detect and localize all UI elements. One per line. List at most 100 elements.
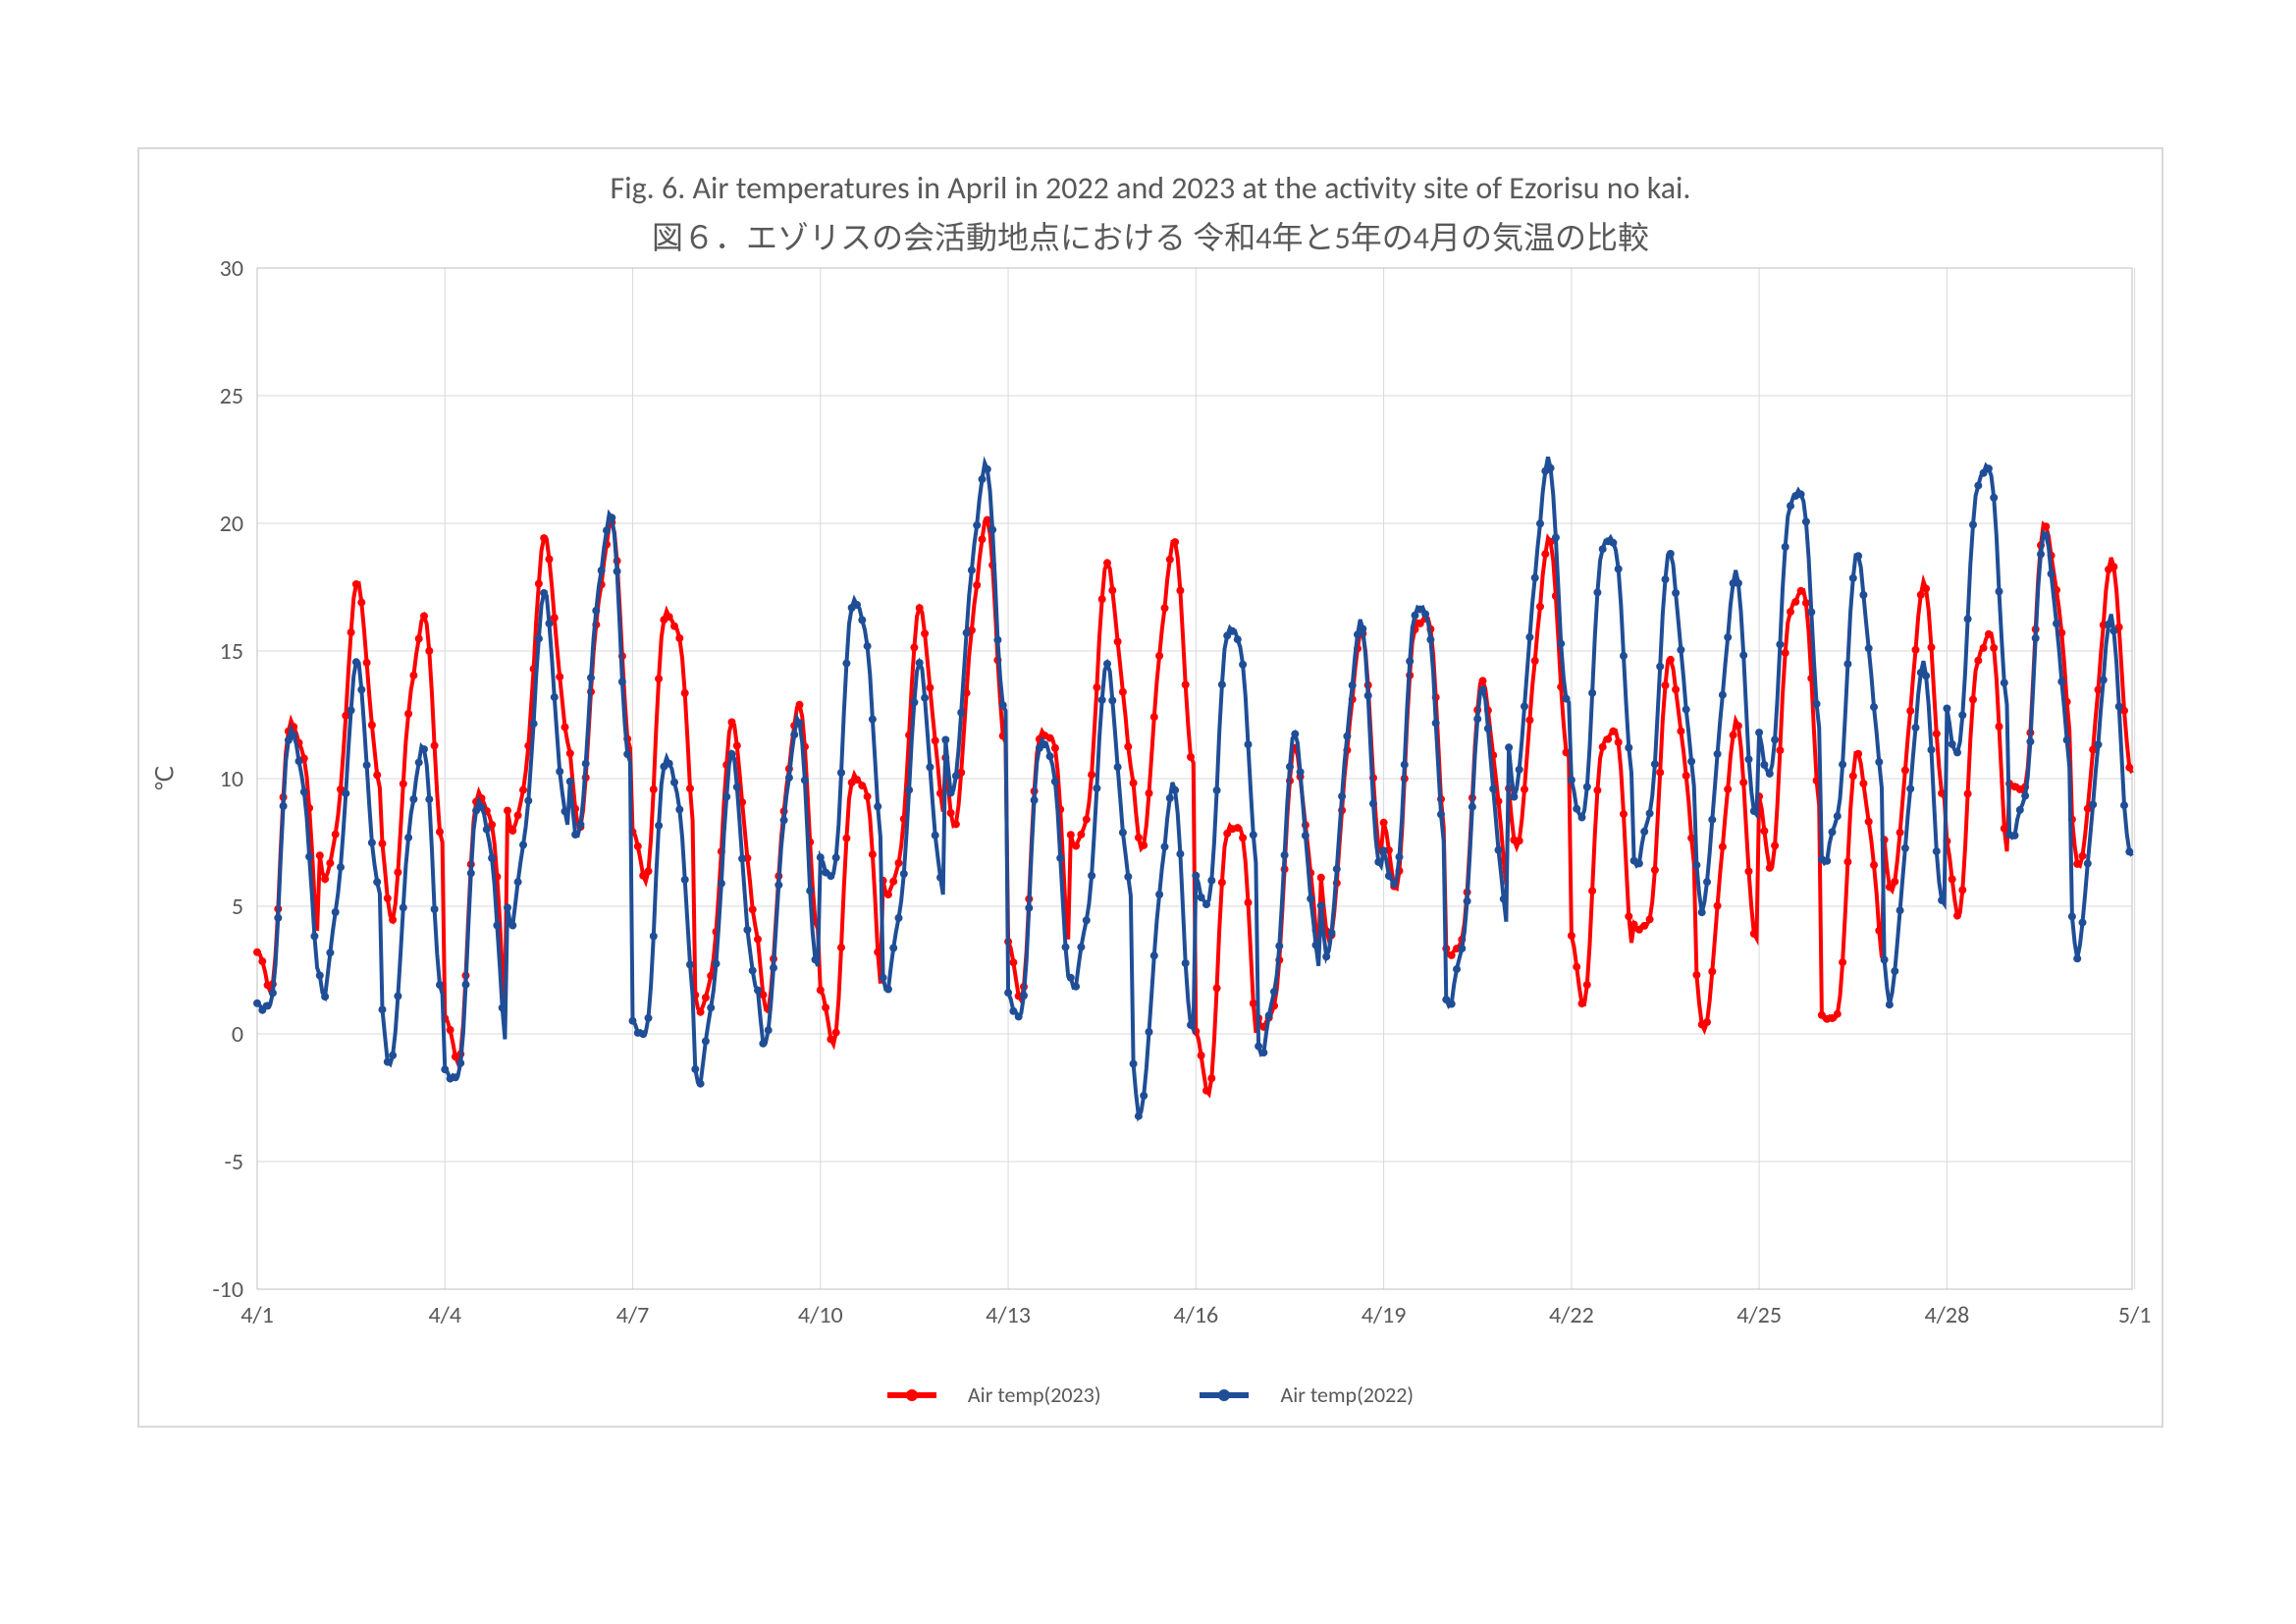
series-marker-s2022 — [1933, 847, 1941, 855]
series-marker-s2022 — [316, 972, 324, 980]
series-marker-s2022 — [759, 1040, 767, 1048]
series-marker-s2022 — [326, 948, 334, 956]
series-marker-s2022 — [467, 869, 475, 877]
series-marker-s2022 — [1135, 1112, 1143, 1120]
series-marker-s2023 — [842, 835, 850, 842]
series-marker-s2023 — [1834, 1010, 1842, 1018]
series-marker-s2022 — [853, 601, 861, 609]
series-marker-s2023 — [1067, 831, 1075, 839]
series-marker-s2023 — [666, 613, 673, 621]
series-marker-s2023 — [837, 944, 845, 951]
series-marker-s2023 — [2042, 522, 2050, 530]
series-marker-s2022 — [2079, 919, 2087, 927]
series-marker-s2023 — [368, 722, 376, 730]
series-marker-s2022 — [895, 914, 903, 922]
series-marker-s2023 — [869, 850, 877, 858]
series-marker-s2022 — [1881, 956, 1889, 964]
ytick-label: 25 — [220, 382, 243, 410]
legend-swatch-2022: .legend span:nth-child(2) .swatch::after… — [1200, 1392, 1249, 1398]
series-marker-s2022 — [462, 981, 470, 989]
series-marker-s2022 — [561, 807, 569, 815]
series-marker-s2022 — [1813, 700, 1821, 708]
series-marker-s2023 — [921, 629, 929, 637]
series-marker-s2022 — [1270, 988, 1278, 996]
series-marker-s2023 — [947, 809, 955, 817]
series-marker-s2022 — [1364, 692, 1372, 700]
series-marker-s2022 — [300, 788, 308, 796]
series-marker-s2022 — [1234, 635, 1242, 643]
series-marker-s2022 — [1714, 750, 1722, 758]
series-marker-s2022 — [1588, 689, 1596, 697]
series-marker-s2023 — [1245, 898, 1253, 906]
series-marker-s2022 — [1479, 686, 1487, 694]
series-marker-s2022 — [1698, 908, 1706, 916]
xtick-label: 5/1 — [2118, 1301, 2152, 1329]
series-marker-s2022 — [1432, 719, 1440, 727]
legend-label-2023: Air temp(2023) — [968, 1381, 1101, 1408]
series-marker-s2022 — [1317, 901, 1325, 909]
xtick-label: 4/1 — [240, 1301, 274, 1329]
series-marker-s2023 — [1599, 743, 1607, 751]
series-marker-s2022 — [728, 750, 736, 758]
series-marker-s2022 — [774, 881, 782, 889]
series-marker-s2022 — [295, 757, 303, 765]
series-marker-s2023 — [1996, 723, 2003, 731]
series-marker-s2022 — [394, 993, 401, 1001]
series-marker-s2023 — [973, 581, 981, 589]
series-marker-s2023 — [702, 994, 710, 1001]
series-marker-s2023 — [1536, 603, 1544, 611]
series-marker-s2022 — [1390, 880, 1398, 888]
series-marker-s2022 — [1328, 929, 1336, 937]
series-marker-s2022 — [2073, 954, 2081, 962]
series-marker-s2023 — [1906, 707, 1914, 715]
series-marker-s2022 — [1380, 846, 1388, 854]
series-marker-s2023 — [409, 672, 417, 679]
series-marker-s2022 — [2001, 678, 2008, 686]
series-marker-s2023 — [1448, 951, 1456, 959]
series-marker-s2023 — [1922, 585, 1930, 593]
series-marker-s2022 — [707, 1003, 715, 1011]
series-marker-s2023 — [1124, 742, 1132, 750]
series-marker-s2023 — [1891, 878, 1898, 886]
series-marker-s2023 — [347, 628, 355, 636]
series-marker-s2023 — [1609, 728, 1617, 735]
series-marker-s2023 — [1046, 734, 1054, 742]
series-marker-s2022 — [576, 821, 584, 829]
series-marker-s2023 — [1865, 818, 1873, 826]
series-marker-s2023 — [686, 785, 694, 792]
series-marker-s2022 — [932, 832, 939, 839]
series-marker-s2022 — [253, 1000, 261, 1007]
series-marker-s2022 — [921, 694, 929, 702]
series-marker-s2022 — [639, 1030, 647, 1038]
series-marker-s2023 — [1114, 638, 1122, 646]
series-marker-s2023 — [1771, 841, 1779, 849]
series-marker-s2023 — [1516, 837, 1523, 844]
series-marker-s2022 — [2125, 847, 2133, 855]
legend-item-2022: .legend span:nth-child(2) .swatch::after… — [1176, 1381, 1437, 1408]
series-marker-s2022 — [1745, 755, 1753, 763]
series-marker-s2023 — [1730, 731, 1737, 739]
series-marker-s2022 — [1662, 575, 1670, 583]
series-marker-s2022 — [780, 816, 788, 824]
series-marker-s2022 — [592, 607, 600, 615]
series-marker-s2022 — [504, 903, 511, 911]
series-marker-s2022 — [722, 793, 730, 801]
series-marker-s2022 — [1245, 740, 1253, 748]
xtick-label: 4/22 — [1549, 1301, 1594, 1329]
ytick-label: 20 — [220, 510, 243, 538]
series-marker-s2022 — [832, 854, 840, 862]
series-marker-s2023 — [1098, 595, 1106, 603]
series-marker-s2022 — [2100, 677, 2108, 684]
series-marker-s2023 — [1766, 864, 1774, 872]
series-marker-s2022 — [988, 526, 996, 534]
series-marker-s2023 — [670, 623, 678, 630]
series-marker-s2023 — [895, 859, 903, 867]
series-marker-s2023 — [1218, 879, 1226, 887]
series-marker-s2023 — [1140, 841, 1148, 849]
series-marker-s2023 — [326, 859, 334, 867]
series-marker-s2022 — [1213, 786, 1221, 794]
series-marker-s2023 — [1912, 646, 1920, 654]
series-marker-s2022 — [535, 634, 543, 642]
series-marker-s2023 — [1990, 644, 1998, 652]
series-marker-s2022 — [1453, 965, 1461, 973]
